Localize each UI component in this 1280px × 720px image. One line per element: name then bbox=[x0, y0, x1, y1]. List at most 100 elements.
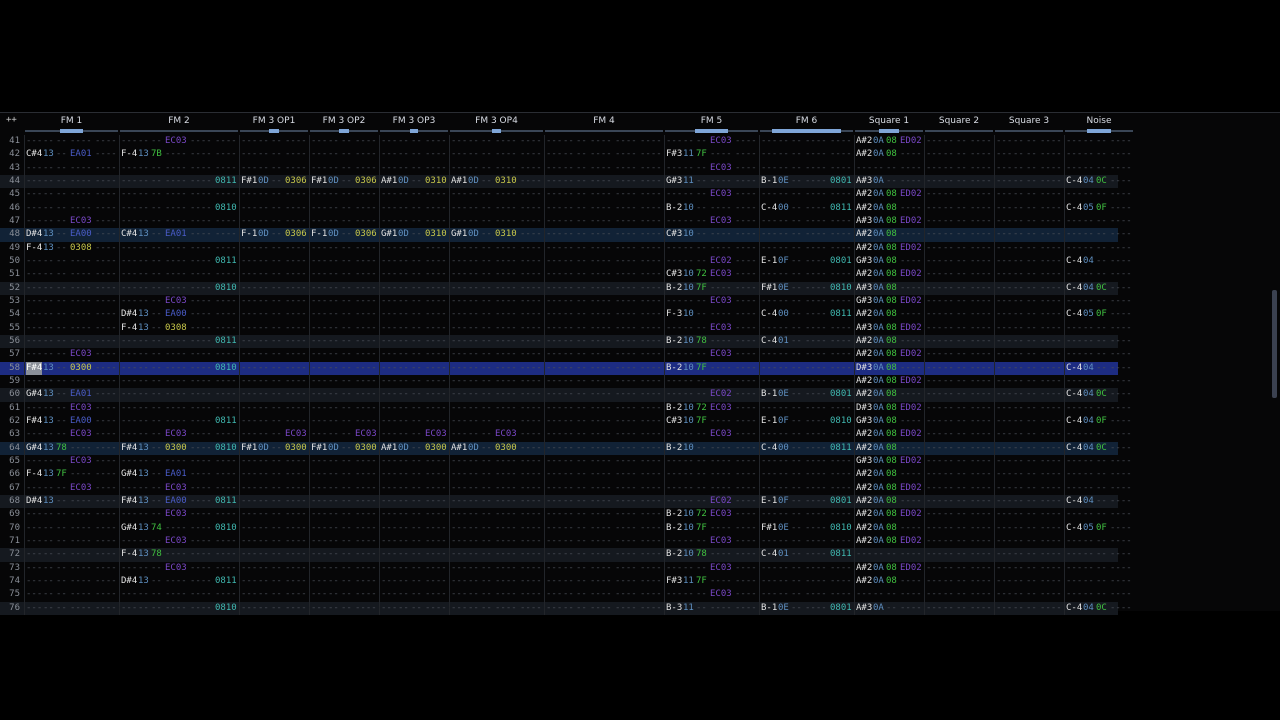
ins-field[interactable]: -- bbox=[943, 269, 954, 280]
vol-field[interactable]: -- bbox=[341, 229, 352, 240]
effect-field[interactable]: ---- bbox=[425, 136, 447, 146]
note-field[interactable]: --- bbox=[926, 189, 943, 200]
effect-field[interactable]: ---- bbox=[900, 389, 922, 400]
pattern-cell[interactable]: D#4 13 -- ---- ---- 0811 bbox=[119, 574, 240, 589]
ins-field[interactable]: -- bbox=[1083, 162, 1094, 173]
note-field[interactable]: --- bbox=[666, 495, 683, 506]
effect-field[interactable]: ---- bbox=[520, 375, 542, 386]
vol-field[interactable]: -- bbox=[1096, 455, 1107, 466]
effect-field[interactable]: ---- bbox=[615, 575, 637, 586]
effect-field[interactable]: ---- bbox=[710, 469, 732, 480]
effect-field[interactable]: ---- bbox=[735, 522, 757, 533]
note-field[interactable]: --- bbox=[666, 429, 683, 440]
ins-field[interactable]: 0E bbox=[778, 602, 789, 613]
effect-field[interactable]: ED02 bbox=[900, 562, 922, 573]
effect-field[interactable]: ---- bbox=[590, 375, 612, 386]
pattern-cell[interactable]: --- -- -- ---- bbox=[379, 268, 450, 282]
effect-field[interactable]: ---- bbox=[590, 602, 612, 613]
note-field[interactable]: --- bbox=[451, 455, 468, 466]
ins-field[interactable]: 13 bbox=[138, 322, 149, 333]
effect-field[interactable]: ---- bbox=[425, 602, 447, 613]
ins-field[interactable]: -- bbox=[258, 602, 269, 613]
effect-field[interactable]: EC03 bbox=[165, 482, 187, 493]
ins-field[interactable]: -- bbox=[943, 162, 954, 173]
pattern-cell[interactable]: F#1 0E -- ---- 0810 bbox=[759, 281, 855, 295]
note-field[interactable]: --- bbox=[546, 575, 563, 586]
note-field[interactable]: --- bbox=[311, 389, 328, 400]
ins-field[interactable]: -- bbox=[328, 602, 339, 613]
pattern-cell[interactable]: --- -- -- ---- bbox=[309, 481, 380, 495]
note-field[interactable]: --- bbox=[451, 535, 468, 546]
note-field[interactable]: --- bbox=[546, 455, 563, 466]
pattern-cell[interactable]: --- -- -- ---- bbox=[379, 308, 450, 322]
pattern-row[interactable]: 76 --- -- -- ---- ---- --- -- -- ---- ---- 0810 --- -… bbox=[0, 601, 1132, 615]
effect-field[interactable]: EC03 bbox=[70, 215, 92, 226]
ins-field[interactable]: -- bbox=[468, 322, 479, 333]
note-field[interactable]: F#3 bbox=[666, 575, 683, 586]
ins-field[interactable]: -- bbox=[943, 415, 954, 426]
channel-header-fm-3-op3[interactable]: FM 3 OP3 bbox=[379, 113, 449, 134]
effect-field[interactable]: ---- bbox=[495, 482, 517, 493]
vol-field[interactable]: -- bbox=[151, 375, 162, 386]
effect-field[interactable]: ED02 bbox=[900, 509, 922, 520]
note-field[interactable]: F#1 bbox=[241, 442, 258, 453]
note-field[interactable]: --- bbox=[666, 375, 683, 386]
ins-field[interactable]: -- bbox=[943, 175, 954, 186]
vol-field[interactable]: -- bbox=[56, 402, 67, 413]
pattern-cell[interactable]: B-1 0E -- ---- 0801 bbox=[759, 601, 855, 615]
note-field[interactable]: A#3 bbox=[856, 215, 873, 226]
ins-field[interactable]: -- bbox=[43, 309, 54, 320]
ins-field[interactable]: -- bbox=[43, 282, 54, 293]
ins-field[interactable]: 10 bbox=[683, 549, 694, 560]
note-field[interactable]: --- bbox=[26, 309, 43, 320]
note-field[interactable]: --- bbox=[926, 362, 943, 373]
vol-field[interactable]: -- bbox=[576, 575, 587, 586]
pattern-cell[interactable]: --- -- -- ---- bbox=[239, 401, 310, 415]
ins-field[interactable]: -- bbox=[43, 455, 54, 466]
vol-field[interactable]: -- bbox=[576, 309, 587, 320]
ins-field[interactable]: 05 bbox=[1083, 309, 1094, 320]
note-field[interactable]: C#3 bbox=[666, 269, 683, 280]
vol-field[interactable]: -- bbox=[1026, 509, 1037, 520]
effect-field[interactable]: ED02 bbox=[900, 349, 922, 360]
pattern-cell[interactable]: --- -- -- ---- ---- bbox=[759, 161, 855, 175]
effect-field[interactable]: ---- bbox=[640, 202, 662, 213]
note-field[interactable]: --- bbox=[996, 229, 1013, 240]
effect-field[interactable]: ---- bbox=[615, 242, 637, 253]
note-field[interactable]: B-2 bbox=[666, 442, 683, 453]
pattern-cell[interactable]: B-2 10 78 ---- ---- bbox=[664, 334, 760, 349]
note-field[interactable]: B-2 bbox=[666, 202, 683, 213]
effect-field[interactable]: ---- bbox=[590, 575, 612, 586]
effect-field[interactable]: ---- bbox=[640, 442, 662, 453]
pattern-cell[interactable]: --- -- -- ---- bbox=[239, 268, 310, 282]
effect-field[interactable]: ---- bbox=[495, 389, 517, 400]
ins-field[interactable]: 00 bbox=[778, 202, 789, 213]
vol-field[interactable]: 7F bbox=[696, 149, 707, 160]
effect-field[interactable]: EC03 bbox=[165, 562, 187, 573]
ins-field[interactable]: -- bbox=[778, 375, 789, 386]
effect-field[interactable]: ---- bbox=[735, 362, 757, 373]
note-field[interactable]: --- bbox=[546, 429, 563, 440]
pattern-cell[interactable]: --- -- -- ---- bbox=[239, 574, 310, 589]
vol-field[interactable]: -- bbox=[271, 375, 282, 386]
vol-field[interactable]: -- bbox=[481, 229, 492, 240]
effect-field[interactable]: ---- bbox=[1110, 389, 1132, 400]
note-field[interactable]: G#3 bbox=[856, 415, 873, 426]
effect-field[interactable]: 0811 bbox=[215, 175, 237, 186]
pattern-cell[interactable]: --- -- -- ---- bbox=[309, 321, 380, 335]
ins-field[interactable]: -- bbox=[943, 335, 954, 346]
ins-field[interactable]: -- bbox=[43, 162, 54, 173]
note-field[interactable]: --- bbox=[761, 215, 778, 226]
ins-field[interactable]: -- bbox=[683, 535, 694, 546]
vol-field[interactable]: -- bbox=[151, 469, 162, 480]
pattern-row[interactable]: 73 --- -- -- ---- ---- --- -- -- EC03 ---- ---- --- -… bbox=[0, 561, 1132, 575]
ins-field[interactable]: -- bbox=[1013, 255, 1024, 266]
ins-field[interactable]: 0A bbox=[873, 442, 884, 453]
pattern-cell[interactable]: --- -- -- EC03 ---- ---- bbox=[119, 294, 240, 309]
ins-field[interactable]: -- bbox=[398, 162, 409, 173]
pattern-cell[interactable]: --- -- -- ---- ---- ---- bbox=[544, 441, 665, 455]
vol-field[interactable]: -- bbox=[481, 549, 492, 560]
effect-field[interactable]: ---- bbox=[190, 202, 212, 213]
note-field[interactable]: F#4 bbox=[121, 442, 138, 453]
pattern-cell[interactable]: --- -- -- ---- bbox=[1064, 188, 1135, 202]
